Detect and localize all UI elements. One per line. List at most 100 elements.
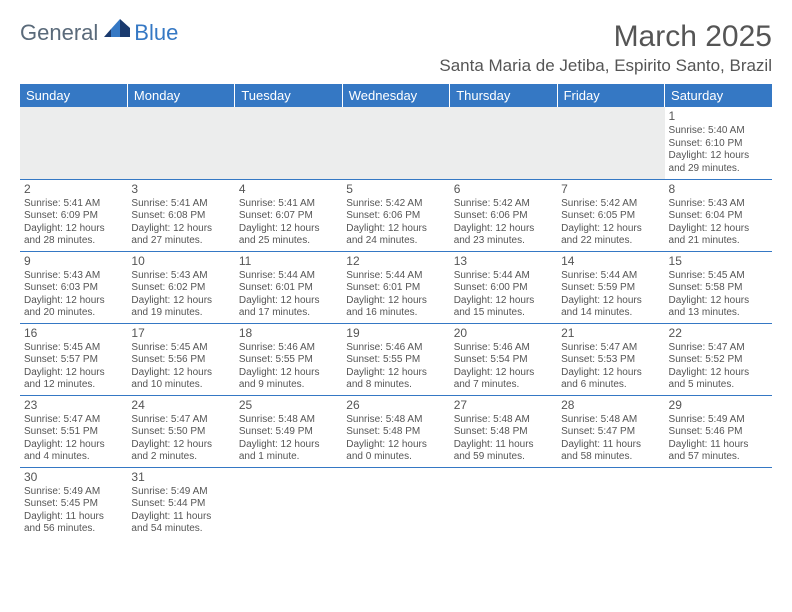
calendar-day-cell: 28Sunrise: 5:48 AMSunset: 5:47 PMDayligh… — [557, 395, 664, 467]
calendar-day-cell: 17Sunrise: 5:45 AMSunset: 5:56 PMDayligh… — [127, 323, 234, 395]
day-number: 16 — [24, 326, 123, 341]
day-info-line: Sunset: 5:53 PM — [561, 354, 660, 367]
day-info-line: Sunrise: 5:44 AM — [454, 270, 553, 283]
calendar-day-cell: 6Sunrise: 5:42 AMSunset: 6:06 PMDaylight… — [450, 179, 557, 251]
calendar-day-cell: 9Sunrise: 5:43 AMSunset: 6:03 PMDaylight… — [20, 251, 127, 323]
day-info-line: Sunrise: 5:41 AM — [131, 198, 230, 211]
day-info-line: Daylight: 12 hours — [561, 367, 660, 380]
weekday-header: Monday — [127, 84, 234, 107]
day-info-line: Daylight: 11 hours — [131, 511, 230, 524]
day-number: 2 — [24, 182, 123, 197]
day-info-line: Daylight: 12 hours — [561, 223, 660, 236]
day-info-line: Sunset: 5:58 PM — [669, 282, 768, 295]
day-info-line: Sunrise: 5:48 AM — [346, 414, 445, 427]
day-info-line: Sunrise: 5:45 AM — [131, 342, 230, 355]
day-number: 24 — [131, 398, 230, 413]
day-number: 10 — [131, 254, 230, 269]
day-info-line: Sunset: 5:45 PM — [24, 498, 123, 511]
day-info-line: Daylight: 12 hours — [454, 295, 553, 308]
day-number: 26 — [346, 398, 445, 413]
calendar-day-cell: 22Sunrise: 5:47 AMSunset: 5:52 PMDayligh… — [665, 323, 772, 395]
day-number: 31 — [131, 470, 230, 485]
day-info-line: Sunset: 6:05 PM — [561, 210, 660, 223]
calendar-day-cell — [127, 107, 234, 179]
calendar-day-cell: 4Sunrise: 5:41 AMSunset: 6:07 PMDaylight… — [235, 179, 342, 251]
weekday-header: Saturday — [665, 84, 772, 107]
calendar-week-row: 23Sunrise: 5:47 AMSunset: 5:51 PMDayligh… — [20, 395, 772, 467]
calendar-day-cell: 15Sunrise: 5:45 AMSunset: 5:58 PMDayligh… — [665, 251, 772, 323]
calendar-day-cell: 21Sunrise: 5:47 AMSunset: 5:53 PMDayligh… — [557, 323, 664, 395]
day-info-line: Daylight: 11 hours — [561, 439, 660, 452]
calendar-day-cell: 10Sunrise: 5:43 AMSunset: 6:02 PMDayligh… — [127, 251, 234, 323]
weekday-header: Wednesday — [342, 84, 449, 107]
day-info-line: and 13 minutes. — [669, 307, 768, 320]
day-info-line: and 8 minutes. — [346, 379, 445, 392]
day-info-line: Sunset: 5:57 PM — [24, 354, 123, 367]
day-info-line: Daylight: 12 hours — [346, 295, 445, 308]
day-info-line: and 24 minutes. — [346, 235, 445, 248]
day-info-line: and 12 minutes. — [24, 379, 123, 392]
day-number: 4 — [239, 182, 338, 197]
day-info-line: Sunset: 5:48 PM — [346, 426, 445, 439]
day-info-line: and 1 minute. — [239, 451, 338, 464]
day-info-line: Sunrise: 5:48 AM — [561, 414, 660, 427]
day-info-line: Sunset: 5:47 PM — [561, 426, 660, 439]
day-number: 6 — [454, 182, 553, 197]
day-info-line: Daylight: 12 hours — [669, 367, 768, 380]
calendar-day-cell — [20, 107, 127, 179]
day-info-line: Sunset: 6:08 PM — [131, 210, 230, 223]
day-info-line: and 54 minutes. — [131, 523, 230, 536]
day-number: 5 — [346, 182, 445, 197]
calendar-day-cell: 30Sunrise: 5:49 AMSunset: 5:45 PMDayligh… — [20, 467, 127, 539]
day-info-line: Sunrise: 5:40 AM — [669, 125, 768, 138]
calendar-day-cell: 2Sunrise: 5:41 AMSunset: 6:09 PMDaylight… — [20, 179, 127, 251]
day-info-line: and 20 minutes. — [24, 307, 123, 320]
day-info-line: Sunset: 6:04 PM — [669, 210, 768, 223]
day-info-line: Sunset: 5:55 PM — [346, 354, 445, 367]
day-info-line: Daylight: 12 hours — [131, 223, 230, 236]
day-number: 8 — [669, 182, 768, 197]
day-info-line: Sunrise: 5:47 AM — [24, 414, 123, 427]
day-info-line: Daylight: 12 hours — [669, 295, 768, 308]
day-info-line: Sunset: 6:07 PM — [239, 210, 338, 223]
day-info-line: and 10 minutes. — [131, 379, 230, 392]
weekday-header-row: Sunday Monday Tuesday Wednesday Thursday… — [20, 84, 772, 107]
calendar-day-cell: 18Sunrise: 5:46 AMSunset: 5:55 PMDayligh… — [235, 323, 342, 395]
day-info-line: Daylight: 12 hours — [24, 223, 123, 236]
day-info-line: Sunset: 5:54 PM — [454, 354, 553, 367]
day-info-line: and 29 minutes. — [669, 163, 768, 176]
logo-text-blue: Blue — [134, 20, 178, 46]
day-info-line: Sunset: 6:01 PM — [346, 282, 445, 295]
calendar-day-cell: 1Sunrise: 5:40 AMSunset: 6:10 PMDaylight… — [665, 107, 772, 179]
day-info-line: Sunrise: 5:49 AM — [24, 486, 123, 499]
weekday-header: Thursday — [450, 84, 557, 107]
calendar-day-cell — [450, 107, 557, 179]
day-info-line: Sunset: 5:56 PM — [131, 354, 230, 367]
day-info-line: Sunrise: 5:45 AM — [24, 342, 123, 355]
day-info-line: and 9 minutes. — [239, 379, 338, 392]
calendar-day-cell: 14Sunrise: 5:44 AMSunset: 5:59 PMDayligh… — [557, 251, 664, 323]
day-info-line: Sunrise: 5:42 AM — [561, 198, 660, 211]
day-number: 19 — [346, 326, 445, 341]
day-info-line: and 14 minutes. — [561, 307, 660, 320]
title-block: March 2025 Santa Maria de Jetiba, Espiri… — [439, 20, 772, 76]
calendar-day-cell — [665, 467, 772, 539]
calendar-day-cell — [557, 107, 664, 179]
calendar-day-cell: 7Sunrise: 5:42 AMSunset: 6:05 PMDaylight… — [557, 179, 664, 251]
day-info-line: Daylight: 12 hours — [131, 439, 230, 452]
logo-chart-icon — [104, 19, 132, 42]
day-number: 3 — [131, 182, 230, 197]
day-info-line: Sunset: 6:09 PM — [24, 210, 123, 223]
day-info-line: and 6 minutes. — [561, 379, 660, 392]
day-info-line: Sunrise: 5:41 AM — [24, 198, 123, 211]
day-info-line: Sunrise: 5:46 AM — [346, 342, 445, 355]
day-info-line: Sunrise: 5:47 AM — [669, 342, 768, 355]
calendar-day-cell: 11Sunrise: 5:44 AMSunset: 6:01 PMDayligh… — [235, 251, 342, 323]
day-number: 27 — [454, 398, 553, 413]
day-info-line: Daylight: 12 hours — [24, 295, 123, 308]
day-info-line: Sunrise: 5:44 AM — [239, 270, 338, 283]
calendar-day-cell — [235, 467, 342, 539]
day-info-line: Sunrise: 5:44 AM — [346, 270, 445, 283]
day-info-line: Daylight: 12 hours — [346, 439, 445, 452]
calendar-day-cell — [235, 107, 342, 179]
